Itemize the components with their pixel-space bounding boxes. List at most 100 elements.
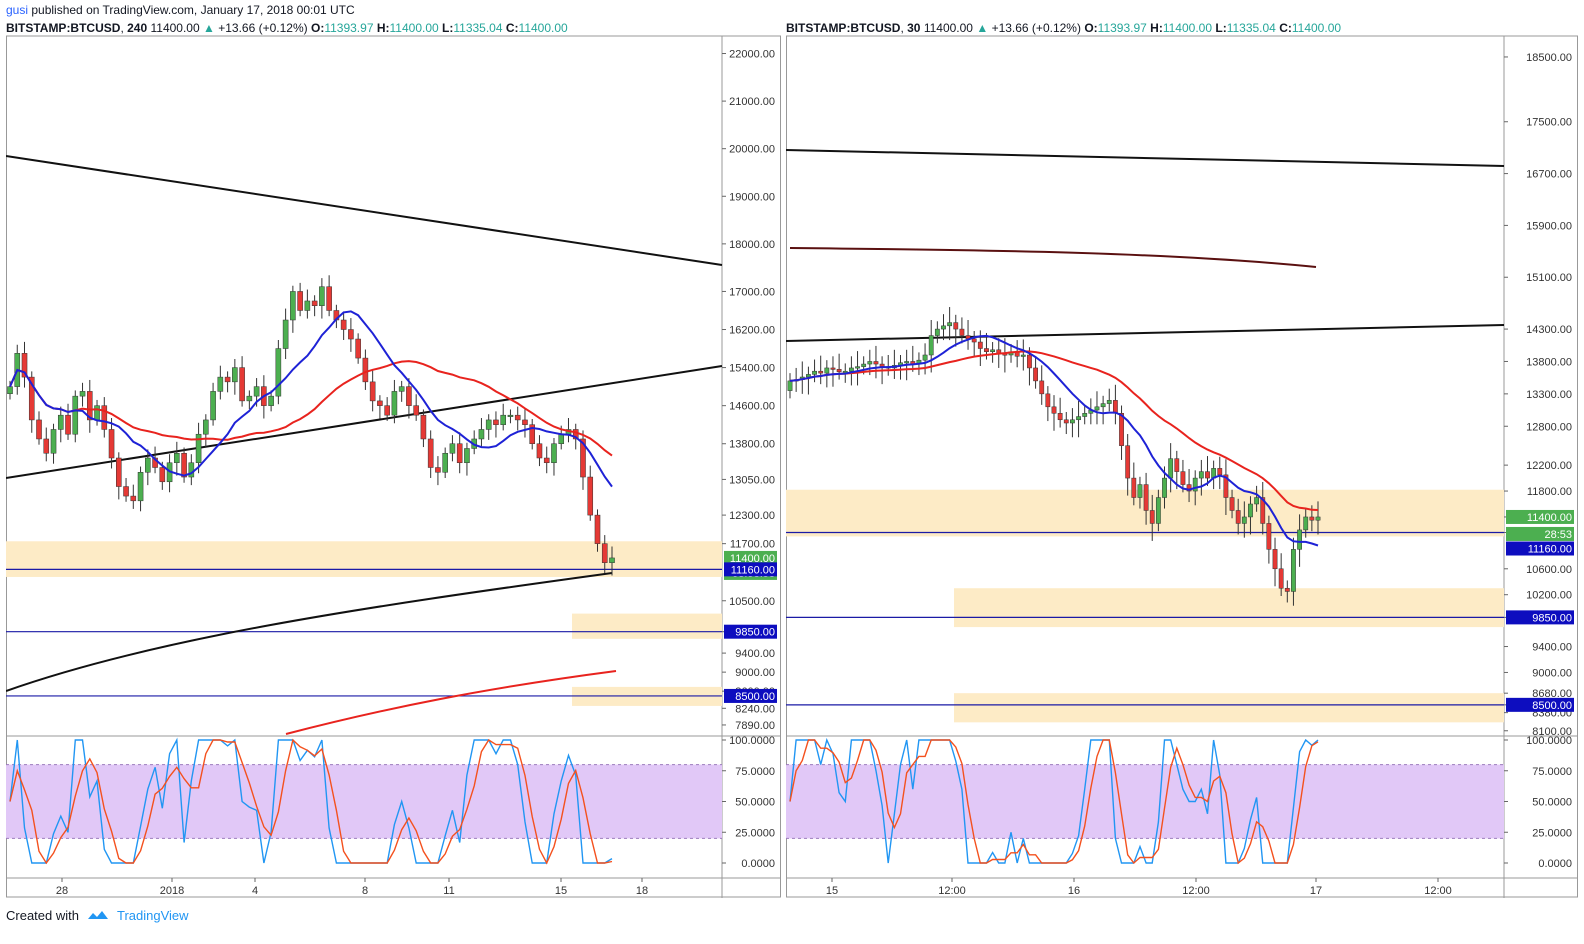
candle-body	[21, 353, 28, 378]
candle-body	[449, 443, 456, 454]
candle-body	[609, 557, 615, 563]
candle-body	[873, 361, 879, 365]
ma-red-line	[789, 350, 1319, 511]
tradingview-link[interactable]: TradingView	[116, 908, 189, 923]
candle-body	[224, 376, 231, 383]
candle-body	[1198, 471, 1204, 479]
chart-canvas-30m[interactable]: 18500.0017500.0016700.0015900.0015100.00…	[786, 18, 1578, 898]
level-label-11160-bg	[1506, 541, 1574, 556]
x-tick-label: 12:00	[1182, 885, 1210, 897]
symbol-name[interactable]: BITSTAMP:BTCUSD	[786, 21, 901, 35]
candle-body	[1106, 400, 1112, 404]
candle-body	[1045, 393, 1051, 408]
candle-body	[953, 322, 959, 330]
symbol-header: BITSTAMP:BTCUSD, 240 11400.00 ▲ +13.66 (…	[6, 21, 568, 35]
y-tick-label: 9000.00	[1532, 667, 1572, 679]
high-value: 11400.00	[389, 21, 439, 35]
candle-body	[1174, 458, 1180, 472]
candle-body	[1033, 367, 1038, 382]
candle-body	[340, 319, 347, 330]
stoch-tick-label: 25.0000	[1532, 827, 1572, 839]
candle-body	[1291, 549, 1296, 592]
y-tick-label: 21000.00	[729, 96, 775, 108]
y-tick-label: 12300.00	[729, 510, 775, 522]
symbol-header: BITSTAMP:BTCUSD, 30 11400.00 ▲ +13.66 (+…	[786, 21, 1342, 35]
candle-body	[558, 433, 565, 444]
y-tick-label: 22000.00	[729, 49, 775, 61]
candle-body	[435, 467, 441, 473]
ma-long-black-line	[6, 572, 613, 692]
chart-canvas-4h[interactable]: 22000.00 21000.00 20000.00 19000.00 18000.00…	[6, 18, 781, 898]
candle-body	[543, 457, 550, 464]
low-value: 11335.04	[453, 21, 503, 35]
candle-body	[427, 438, 434, 468]
symbol-name[interactable]: BITSTAMP:BTCUSD	[6, 21, 121, 35]
candle-body	[1149, 510, 1155, 524]
candle-body	[36, 419, 42, 440]
candle-body	[1284, 587, 1290, 592]
candle-body	[867, 361, 873, 365]
candle-body	[275, 348, 282, 397]
y-tick-label: 13800.00	[1526, 356, 1572, 368]
candle-body	[282, 319, 289, 349]
candle-body	[587, 476, 594, 516]
candle-body	[947, 322, 953, 327]
candle-body	[580, 438, 586, 478]
y-tick-label: 14300.00	[1526, 324, 1572, 336]
support-zone	[572, 613, 722, 639]
candle-body	[1235, 510, 1241, 524]
interval-label[interactable]: 240	[127, 21, 148, 35]
candle-body	[57, 414, 64, 430]
level-label-11160: 11160.00	[1528, 544, 1572, 556]
current-price-label: 11400.00	[1527, 512, 1572, 524]
candle-body	[464, 448, 470, 464]
username-link[interactable]: gusi	[6, 3, 29, 17]
candle-body	[806, 374, 811, 378]
candle-body	[311, 300, 318, 306]
candle-body	[529, 424, 536, 444]
candle-body	[1205, 471, 1210, 479]
ma-long-red-line	[285, 670, 617, 735]
chart-frame	[6, 35, 781, 898]
x-tick-label: 4	[252, 885, 258, 897]
candle-body	[181, 452, 187, 478]
candle-body	[818, 370, 824, 374]
x-tick-label: 17	[1310, 885, 1322, 897]
candle-body	[1266, 523, 1272, 550]
candle-body	[7, 386, 13, 395]
level-label-8500-bg	[724, 688, 777, 703]
candle-body	[384, 405, 390, 416]
candle-body	[420, 414, 427, 440]
candle-body	[1063, 419, 1069, 424]
close-value: 11400.00	[1291, 21, 1342, 35]
support-zone	[954, 693, 1504, 723]
candle-body	[928, 335, 934, 356]
ma-long-dark-line	[789, 247, 1317, 268]
low-value: 11335.04	[1226, 21, 1276, 35]
interval-label[interactable]: 30	[907, 21, 921, 35]
y-tick-label: 10500.00	[729, 596, 775, 608]
candle-body	[1272, 549, 1278, 570]
y-tick-label: 10200.00	[1526, 590, 1572, 602]
candle-body	[413, 405, 419, 416]
candle-body	[232, 367, 238, 383]
x-tick-label: 12:00	[938, 885, 966, 897]
y-tick-label: 15100.00	[1526, 272, 1572, 284]
y-tick-label: 8680.00	[1532, 688, 1572, 700]
candle-body	[500, 414, 506, 425]
y-tick-label: 13800.00	[729, 439, 775, 451]
candle-body	[812, 370, 817, 375]
stoch-band	[6, 764, 722, 839]
chart-panel-4h[interactable]: BITSTAMP:BTCUSD, 240 11400.00 ▲ +13.66 (…	[6, 18, 781, 898]
candle-body	[108, 429, 115, 459]
stoch-tick-label: 100.0000	[729, 735, 775, 747]
candle-body	[1076, 416, 1081, 421]
stoch-tick-label: 50.0000	[735, 797, 775, 809]
y-tick-label: 9400.00	[735, 648, 775, 660]
y-tick-label: 7890.00	[735, 720, 775, 732]
trendline	[786, 149, 1505, 167]
chart-panel-30m[interactable]: BITSTAMP:BTCUSD, 30 11400.00 ▲ +13.66 (+…	[786, 18, 1578, 898]
candle-body	[1082, 413, 1088, 417]
candle-body	[1297, 529, 1302, 550]
stoch-tick-label: 75.0000	[1532, 766, 1572, 778]
